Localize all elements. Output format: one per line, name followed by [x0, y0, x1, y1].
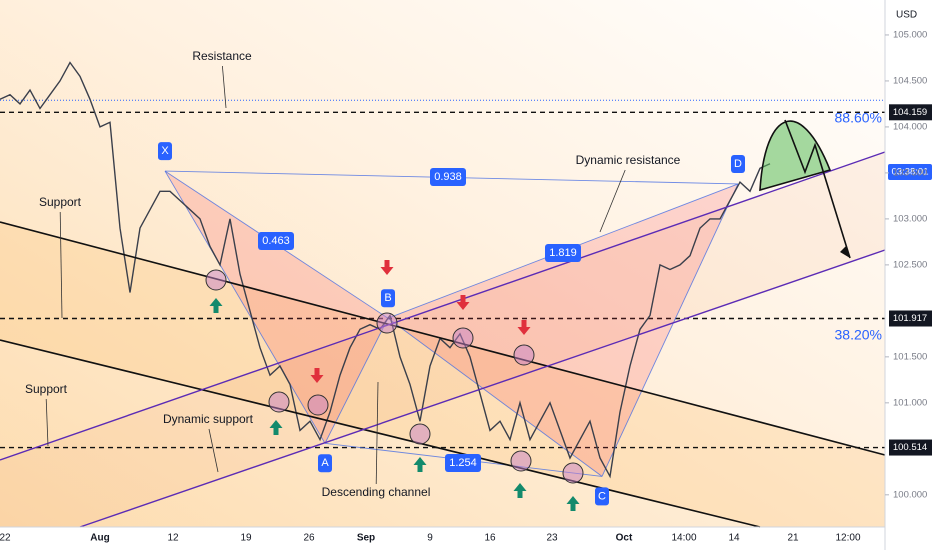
pattern-point-label: C [598, 490, 606, 502]
up-arrow [269, 420, 283, 435]
y-tick-label: 105.000 [893, 29, 927, 40]
annotation: Dynamic resistance [576, 153, 681, 167]
countdown-box [888, 164, 932, 180]
level-box [889, 310, 932, 327]
down-arrow [456, 295, 470, 310]
x-tick-label: 21 [787, 533, 799, 544]
chart-background [0, 0, 885, 527]
ratio-box [430, 168, 466, 186]
touch-circle [307, 394, 329, 416]
level-label: 100.514 [893, 442, 927, 453]
arrow-head [840, 246, 850, 258]
y-tick-label: 103.000 [893, 213, 927, 224]
touch-circle [510, 450, 532, 472]
ratio-box [445, 454, 481, 472]
y-tick-label: 104.000 [893, 121, 927, 132]
x-tick-label: 22 [0, 533, 11, 544]
x-tick-label: Oct [616, 533, 633, 544]
annotation-pointer [45, 398, 49, 447]
ratio-box [258, 232, 294, 250]
level-box [889, 104, 932, 121]
down-arrow [517, 320, 531, 335]
annotation-pointer [222, 65, 227, 109]
y-tick-label: 104.500 [893, 75, 927, 86]
fib-label: 38.20% [835, 327, 882, 343]
pattern-point [731, 154, 745, 173]
y-tick-label: 101.500 [893, 351, 927, 362]
pattern-point [595, 487, 609, 506]
ratio-label: 1.819 [549, 247, 577, 259]
channel-fill [0, 152, 885, 527]
x-tick-label: 14:00 [671, 533, 696, 544]
pattern-line [387, 317, 603, 477]
fib-label: 88.60% [835, 110, 882, 126]
x-tick-label: 14 [728, 533, 740, 544]
ratio-label: 0.938 [434, 171, 462, 183]
touch-circle [513, 344, 535, 366]
x-tick-label: 23 [546, 533, 558, 544]
pattern-point-label: X [161, 145, 169, 157]
level-label: 101.917 [893, 313, 927, 324]
ratio-label: 1.254 [449, 457, 477, 469]
up-arrow [413, 457, 427, 472]
x-tick-label: 12 [167, 533, 179, 544]
y-tick-label: 100.000 [893, 489, 927, 500]
touch-circle [452, 327, 474, 349]
pattern-line [164, 170, 326, 444]
x-tick-label: Sep [357, 533, 375, 544]
channel-line [0, 339, 761, 528]
x-tick-label: 16 [484, 533, 496, 544]
annotation-pointer [59, 211, 63, 319]
pattern-point-label: B [384, 292, 391, 304]
annotation-pointer [375, 381, 379, 485]
channel-line [79, 249, 886, 528]
x-tick-label: 12:00 [835, 533, 860, 544]
ratio-box [545, 244, 581, 262]
up-arrow [513, 483, 527, 498]
touch-circle [268, 391, 290, 413]
y-tick-label: 101.000 [893, 397, 927, 408]
pattern-line [601, 183, 739, 477]
annotation: Support [39, 195, 82, 209]
channel-fill [0, 222, 885, 527]
x-tick-label: Aug [90, 533, 109, 544]
y-tick-label: 102.500 [893, 259, 927, 270]
y-tick-label: 103.500 [893, 167, 927, 178]
up-arrow [209, 298, 223, 313]
annotation-pointer [208, 428, 219, 473]
pattern-point [381, 289, 395, 308]
pattern-point-label: A [321, 457, 329, 469]
x-tick-label: 26 [303, 533, 315, 544]
ratio-label: 0.463 [262, 235, 290, 247]
down-arrow [310, 368, 324, 383]
countdown: 03:38:01 [892, 167, 929, 178]
pattern-fill [388, 183, 738, 477]
channel-line [0, 151, 886, 461]
annotation: Resistance [192, 49, 252, 63]
currency: USD [896, 10, 917, 21]
touch-circle [562, 462, 584, 484]
touch-circle [409, 423, 431, 445]
up-arrow [566, 496, 580, 511]
pattern-point [318, 454, 332, 473]
annotation: Dynamic support [163, 412, 254, 426]
pattern-point [158, 142, 172, 161]
annotation: Descending channel [322, 485, 431, 499]
x-tick-label: 19 [240, 533, 252, 544]
annotation: Support [25, 382, 68, 396]
projection-arrow [784, 119, 851, 259]
x-tick-label: 9 [427, 533, 433, 544]
channel-line [0, 221, 886, 456]
down-arrow [380, 260, 394, 275]
projection-shape [759, 120, 832, 192]
top-layer: 88.60% 38.20% X A B C D 0.463 0.938 1.819 1.254 Res… [25, 49, 882, 511]
touch-circle [376, 312, 398, 334]
touch-circle [205, 269, 227, 291]
pattern-point-label: D [734, 158, 742, 170]
pattern-fill [165, 171, 388, 444]
annotation-pointer [599, 169, 626, 233]
level-box [889, 439, 932, 456]
level-label: 104.159 [893, 107, 927, 118]
